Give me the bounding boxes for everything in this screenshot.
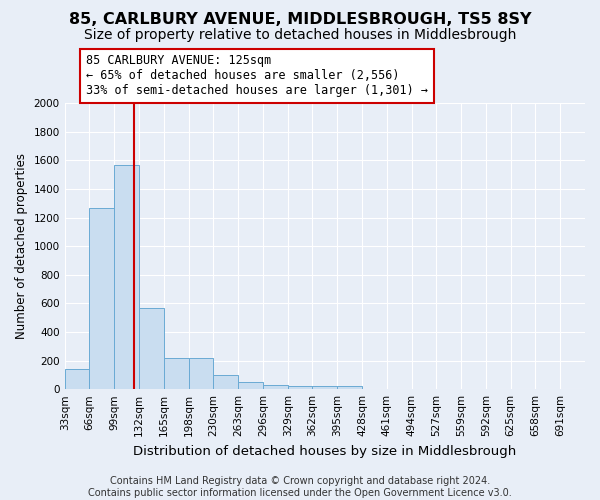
- Text: 85, CARLBURY AVENUE, MIDDLESBROUGH, TS5 8SY: 85, CARLBURY AVENUE, MIDDLESBROUGH, TS5 …: [69, 12, 531, 28]
- Y-axis label: Number of detached properties: Number of detached properties: [15, 153, 28, 339]
- Bar: [287, 386, 313, 389]
- Bar: [238, 382, 263, 389]
- Bar: [114, 164, 139, 389]
- Bar: [139, 308, 164, 389]
- Bar: [263, 385, 287, 389]
- Text: 85 CARLBURY AVENUE: 125sqm
← 65% of detached houses are smaller (2,556)
33% of s: 85 CARLBURY AVENUE: 125sqm ← 65% of deta…: [86, 54, 428, 98]
- Bar: [65, 369, 89, 389]
- Bar: [188, 358, 214, 389]
- Text: Size of property relative to detached houses in Middlesbrough: Size of property relative to detached ho…: [84, 28, 516, 42]
- X-axis label: Distribution of detached houses by size in Middlesbrough: Distribution of detached houses by size …: [133, 444, 517, 458]
- Bar: [164, 358, 188, 389]
- Bar: [214, 375, 238, 389]
- Bar: [89, 208, 114, 389]
- Bar: [337, 386, 362, 389]
- Bar: [313, 386, 337, 389]
- Text: Contains HM Land Registry data © Crown copyright and database right 2024.
Contai: Contains HM Land Registry data © Crown c…: [88, 476, 512, 498]
